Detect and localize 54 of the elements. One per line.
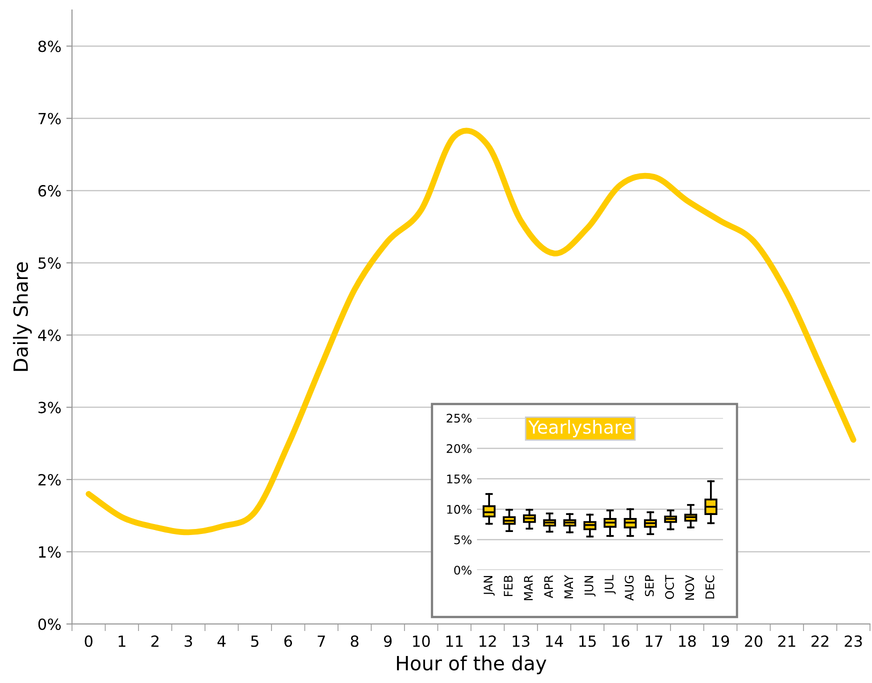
x-tick-label: 20 — [745, 635, 762, 647]
y-tick-label: 7% — [38, 112, 61, 124]
y-tick-label: 20% — [446, 444, 472, 454]
x-tick-label: 8 — [350, 635, 358, 647]
x-tick-label: 12 — [480, 635, 496, 647]
x-tick-label: MAR — [524, 575, 533, 600]
x-tick-label: 6 — [284, 635, 292, 647]
chart-title: Yearlyshare — [528, 420, 632, 438]
x-tick-label: 17 — [646, 636, 662, 647]
x-tick-label: 1 — [118, 636, 126, 647]
y-tick-label: 10% — [447, 504, 472, 514]
x-tick-label: 10 — [413, 635, 430, 647]
x-tick-label: 3 — [184, 635, 192, 647]
x-tick-label: MAY — [564, 574, 574, 598]
y-tick-label: 0% — [38, 618, 61, 630]
x-tick-label: 23 — [844, 635, 862, 647]
y-axis-title: Daily Share — [12, 262, 32, 371]
x-tick-label: 5 — [251, 636, 258, 647]
x-tick-label: 14 — [546, 636, 563, 647]
x-tick-label: JUL — [604, 574, 616, 594]
y-tick-label: 3% — [38, 402, 61, 414]
y-tick-label: 4% — [38, 330, 61, 342]
x-tick-label: AUG — [624, 576, 634, 601]
x-tick-label: DEC — [705, 576, 714, 598]
x-tick-label: JUN — [584, 576, 596, 596]
x-tick-label: 2 — [151, 635, 158, 647]
x-tick-label: 4 — [218, 636, 226, 647]
x-tick-label: 9 — [384, 635, 392, 647]
y-tick-label: 5% — [454, 535, 472, 544]
y-tick-label: 8% — [38, 40, 61, 52]
x-tick-label: 0 — [84, 635, 92, 647]
x-tick-label: SEP — [644, 575, 654, 596]
x-tick-label: APR — [544, 575, 553, 598]
y-tick-label: 1% — [39, 546, 61, 558]
x-tick-label: NOV — [685, 574, 694, 600]
x-tick-label: OCT — [665, 574, 674, 599]
x-tick-label: 7 — [318, 636, 325, 647]
x-tick-label: 19 — [712, 635, 730, 647]
x-tick-label: FEB — [504, 576, 513, 596]
x-tick-label: 13 — [512, 635, 530, 647]
x-tick-label: 15 — [579, 636, 596, 647]
x-tick-label: 21 — [778, 635, 796, 647]
y-tick-label: 5% — [38, 257, 61, 269]
y-tick-label: 15% — [447, 474, 472, 484]
x-tick-label: JAN — [484, 576, 495, 596]
x-tick-label: 16 — [612, 635, 630, 647]
x-tick-label: 18 — [679, 635, 696, 647]
y-tick-label: 0% — [454, 566, 472, 575]
y-tick-label: 2% — [38, 474, 61, 486]
y-tick-label: 6% — [38, 185, 61, 197]
x-axis-title: Hour of the day — [397, 655, 546, 674]
x-tick-label: 22 — [812, 635, 828, 647]
x-tick-label: 11 — [446, 636, 463, 647]
y-tick-label: 25% — [446, 414, 472, 423]
